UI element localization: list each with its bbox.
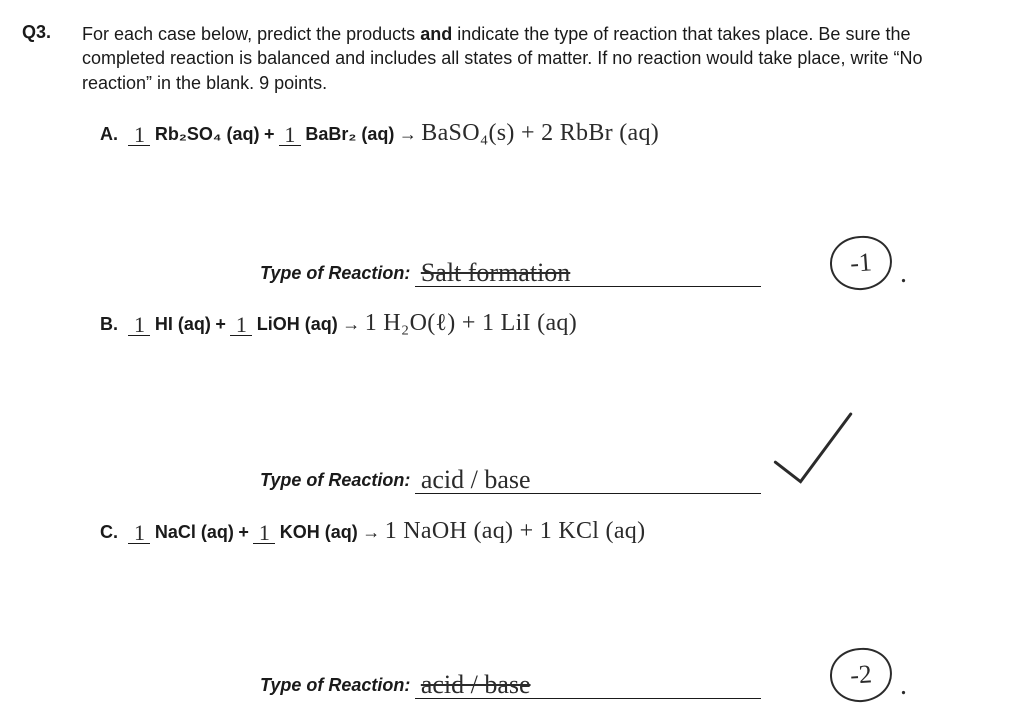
part-b-type-row: Type of Reaction: acid / base [260,465,984,492]
prompt-text-1: For each case below, predict the product… [82,24,420,44]
type-label: Type of Reaction: [260,675,410,695]
type-label: Type of Reaction: [260,263,410,283]
part-c-type-answer: acid / base [415,672,761,699]
part-c-products: 1 NaOH (aq) + 1 KCl (aq) [385,518,646,544]
part-c: C. 1 NaCl (aq) + 1 KOH (aq) → 1 NaOH (aq… [100,518,984,545]
part-b-type-answer: acid / base [415,467,761,494]
part-b-products: 1 H₂O(ℓ) + 1 LiI (aq) [365,310,577,336]
part-a-label: A. [100,124,118,144]
part-a-reagent2: BaBr₂ (aq) [305,124,394,144]
dot-icon: . [900,258,907,290]
plus-sign: + [215,314,226,334]
part-a-grade: -1 [849,247,873,278]
part-a: A. 1 Rb₂SO₄ (aq) + 1 BaBr₂ (aq) → BaSO₄(… [100,120,984,147]
question-prompt: For each case below, predict the product… [82,22,984,95]
part-c-coef2: 1 [253,523,275,544]
part-c-grade: -2 [849,659,873,690]
part-b-reagent2: LiOH (aq) [257,314,338,334]
plus-sign: + [238,522,249,542]
part-c-reagent2: KOH (aq) [280,522,358,542]
part-b-label: B. [100,314,118,334]
part-b-coef2: 1 [230,315,252,336]
part-c-reagent1: NaCl (aq) [155,522,234,542]
plus-sign: + [264,124,275,144]
arrow-icon: → [362,522,380,542]
arrow-icon: → [399,124,417,144]
question-number: Q3. [22,22,51,43]
checkmark-icon [765,406,864,508]
part-a-type-answer: Salt formation [415,260,761,287]
part-a-reagent1: Rb₂SO₄ (aq) [155,124,260,144]
dot-icon: . [900,670,907,702]
arrow-icon: → [342,314,360,334]
part-c-coef1: 1 [128,523,150,544]
part-c-label: C. [100,522,118,542]
part-b: B. 1 HI (aq) + 1 LiOH (aq) → 1 H₂O(ℓ) + … [100,310,984,337]
prompt-bold: and [420,24,452,44]
worksheet-page: Q3. For each case below, predict the pro… [0,0,1024,725]
part-a-coef2: 1 [279,125,301,146]
part-a-coef1: 1 [128,125,150,146]
check-svg [765,406,863,495]
part-b-reagent1: HI (aq) [155,314,211,334]
part-a-products: BaSO₄(s) + 2 RbBr (aq) [421,120,659,146]
part-b-coef1: 1 [128,315,150,336]
type-label: Type of Reaction: [260,470,410,490]
